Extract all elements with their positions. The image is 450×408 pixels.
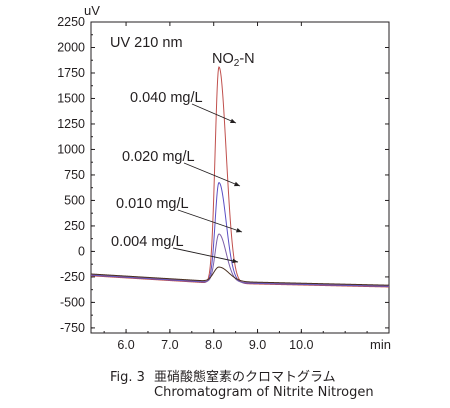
x-tick-label: 8.0	[205, 338, 222, 352]
y-tick-label: 1750	[57, 66, 85, 80]
y-tick-label: 1250	[57, 117, 85, 131]
series-label: 0.020 mg/L	[122, 149, 195, 165]
x-tick-label: 9.0	[249, 338, 266, 352]
series-arrowhead	[236, 228, 242, 233]
caption-title-jp: 亜硝酸態窒素のクロマトグラム	[154, 370, 336, 385]
series-line	[90, 233, 390, 287]
y-tick-label: 500	[64, 193, 85, 207]
y-axis-ticks: 2250 2000 1750 1500 1250 1000 750 500 250 0 -250 -5…	[57, 15, 389, 335]
caption-title-en: Chromatogram of Nitrite Nitrogen	[154, 385, 374, 400]
y-tick-label: -250	[60, 270, 85, 284]
y-tick-label: 0	[78, 244, 85, 258]
peak-label: NO2-N	[212, 51, 255, 69]
x-axis-ticks: 6.0 7.0 8.0 9.0 10.0	[103, 22, 368, 352]
series-lines	[90, 66, 390, 288]
plot-frame	[90, 21, 390, 334]
figure-number: Fig. 3	[110, 370, 145, 385]
figure-caption: Fig. 3 亜硝酸態窒素のクロマトグラム	[110, 366, 336, 385]
axes-frame	[90, 21, 390, 334]
y-tick-label: 250	[64, 219, 85, 233]
series-line	[90, 266, 390, 286]
series-arrowhead	[234, 181, 240, 187]
annotations: 0.040 mg/L 0.020 mg/L 0.010 mg/L 0.004 mg/L…	[111, 51, 255, 264]
y-tick-label: 1500	[57, 91, 85, 105]
y-tick-label: 2250	[57, 15, 85, 29]
y-tick-label: -500	[60, 295, 85, 309]
y-unit-label: uV	[84, 3, 100, 18]
series-label: 0.040 mg/L	[130, 90, 203, 106]
x-tick-label: 10.0	[289, 338, 313, 352]
y-tick-label: -750	[60, 321, 85, 335]
y-tick-label: 750	[64, 168, 85, 182]
y-tick-label: 2000	[57, 40, 85, 54]
series-arrow	[177, 209, 243, 233]
series-arrowhead	[230, 118, 236, 123]
series-arrow	[183, 162, 241, 187]
series-arrow	[172, 247, 239, 263]
series-arrowhead	[232, 258, 238, 264]
series-label: 0.010 mg/L	[116, 196, 189, 212]
x-unit-label: min	[370, 337, 391, 352]
x-tick-label: 7.0	[161, 338, 178, 352]
x-tick-label: 6.0	[117, 338, 134, 352]
y-tick-label: 1000	[57, 142, 85, 156]
series-label: 0.004 mg/L	[111, 234, 184, 250]
detector-label: UV 210 nm	[110, 35, 183, 51]
series-arrow	[191, 103, 237, 124]
